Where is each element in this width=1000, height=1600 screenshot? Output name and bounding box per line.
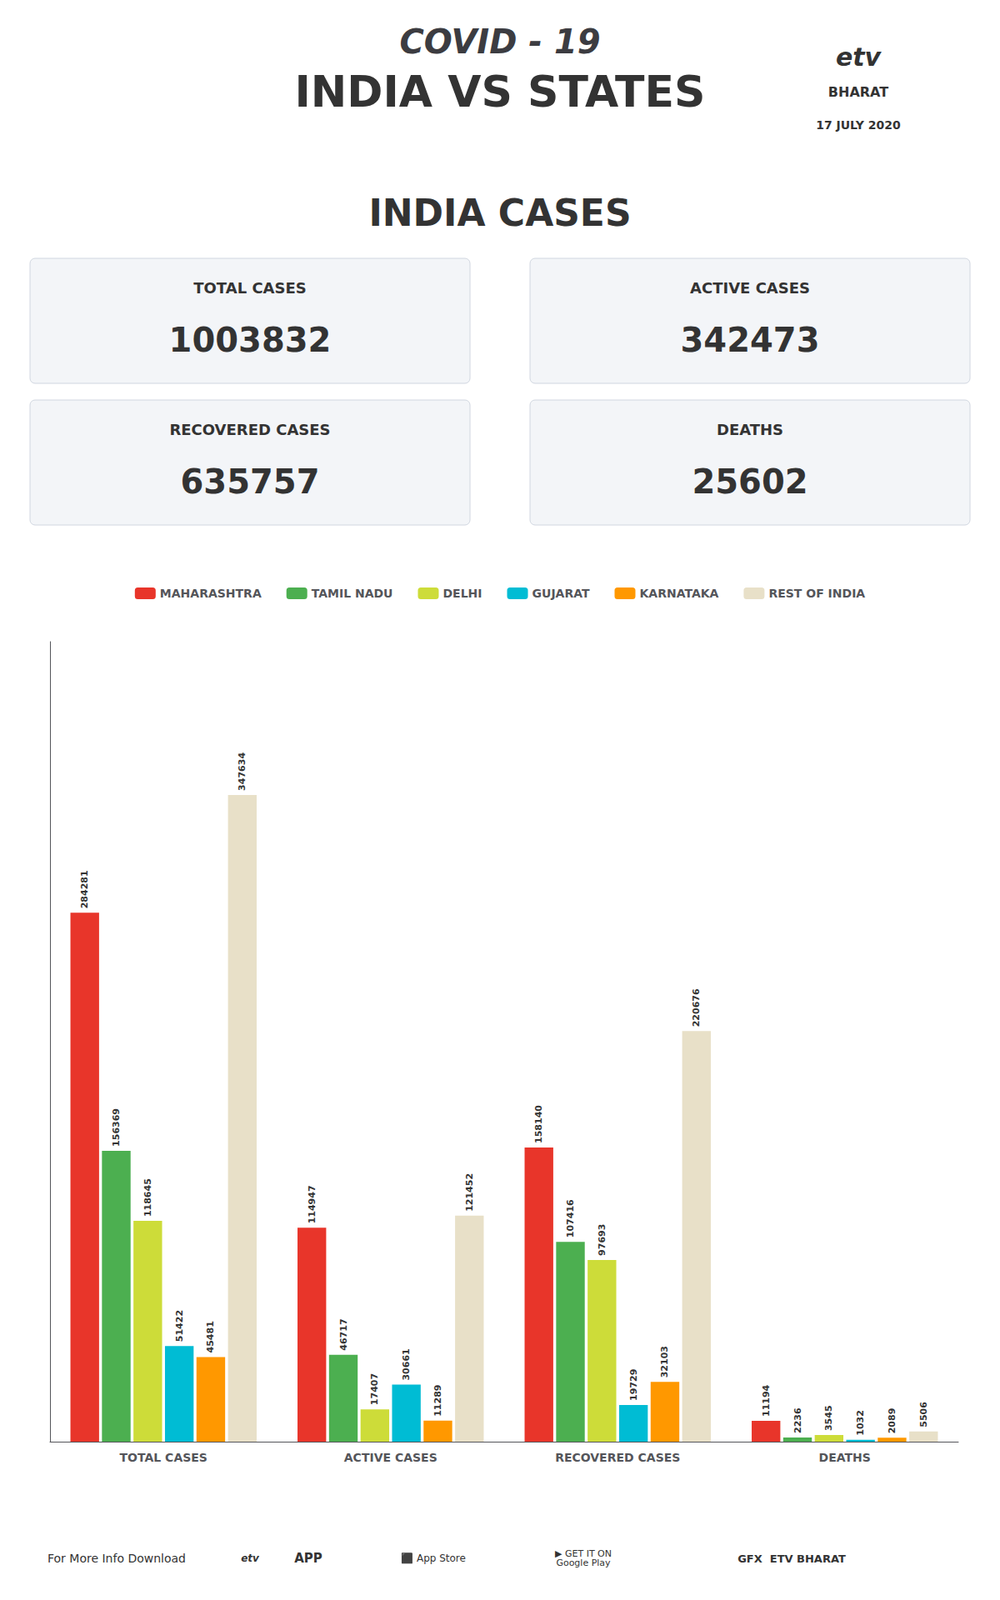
svg-text:30661: 30661 <box>400 1348 412 1380</box>
svg-text:11194: 11194 <box>760 1384 772 1417</box>
svg-text:MAHARASHTRA: MAHARASHTRA <box>160 586 262 600</box>
svg-text:INDIA CASES: INDIA CASES <box>368 191 631 235</box>
svg-text:APP: APP <box>294 1550 323 1566</box>
svg-text:COVID - 19: COVID - 19 <box>399 22 600 61</box>
svg-text:51422: 51422 <box>174 1310 185 1342</box>
svg-text:17407: 17407 <box>369 1373 380 1405</box>
svg-text:97693: 97693 <box>596 1224 608 1256</box>
svg-text:19729: 19729 <box>628 1369 640 1401</box>
svg-text:GUJARAT: GUJARAT <box>532 586 590 600</box>
svg-text:DEATHS: DEATHS <box>716 420 784 439</box>
svg-text:Google Play: Google Play <box>555 1557 611 1569</box>
svg-text:220676: 220676 <box>690 988 702 1027</box>
svg-text:For More Info Download: For More Info Download <box>47 1551 186 1565</box>
svg-text:BHARAT: BHARAT <box>828 84 889 100</box>
svg-text:TAMIL NADU: TAMIL NADU <box>311 586 394 600</box>
svg-text:114947: 114947 <box>306 1185 318 1224</box>
svg-text:347634: 347634 <box>236 752 248 791</box>
svg-text:11289: 11289 <box>432 1385 444 1417</box>
svg-text:etv: etv <box>240 1552 260 1565</box>
svg-text:etv: etv <box>835 42 883 72</box>
svg-text:107416: 107416 <box>565 1199 576 1238</box>
svg-text:342473: 342473 <box>680 320 820 360</box>
svg-text:45481: 45481 <box>205 1320 216 1353</box>
svg-text:46717: 46717 <box>338 1318 350 1350</box>
svg-text:1003832: 1003832 <box>169 320 332 360</box>
svg-text:17 JULY 2020: 17 JULY 2020 <box>815 118 901 132</box>
svg-text:INDIA VS STATES: INDIA VS STATES <box>294 66 705 117</box>
svg-text:1032: 1032 <box>855 1410 866 1436</box>
svg-text:284281: 284281 <box>79 870 90 909</box>
svg-text:▶ GET IT ON: ▶ GET IT ON <box>555 1548 612 1560</box>
svg-text:5506: 5506 <box>918 1401 930 1428</box>
svg-text:RECOVERED CASES: RECOVERED CASES <box>555 1450 680 1465</box>
svg-text:32103: 32103 <box>659 1345 670 1378</box>
svg-text:156369: 156369 <box>110 1108 122 1147</box>
svg-text:REST OF INDIA: REST OF INDIA <box>768 586 865 600</box>
svg-text:121452: 121452 <box>464 1173 475 1212</box>
svg-text:635757: 635757 <box>180 462 320 501</box>
svg-text:KARNATAKA: KARNATAKA <box>639 586 719 600</box>
svg-text:DELHI: DELHI <box>442 586 482 600</box>
svg-text:⬛ App Store: ⬛ App Store <box>400 1552 466 1565</box>
svg-text:2089: 2089 <box>886 1408 898 1435</box>
svg-text:DEATHS: DEATHS <box>819 1450 871 1465</box>
svg-text:118645: 118645 <box>142 1178 154 1217</box>
svg-text:TOTAL CASES: TOTAL CASES <box>193 279 307 297</box>
svg-text:3545: 3545 <box>823 1405 835 1431</box>
svg-text:ACTIVE CASES: ACTIVE CASES <box>344 1450 438 1465</box>
svg-text:RECOVERED CASES: RECOVERED CASES <box>169 420 330 439</box>
svg-text:2236: 2236 <box>792 1407 804 1434</box>
svg-text:TOTAL CASES: TOTAL CASES <box>120 1450 208 1465</box>
svg-text:ACTIVE CASES: ACTIVE CASES <box>690 279 810 297</box>
svg-text:25602: 25602 <box>691 462 808 501</box>
svg-text:158140: 158140 <box>533 1105 545 1144</box>
svg-text:GFX ETV BHARAT: GFX ETV BHARAT <box>737 1552 846 1565</box>
